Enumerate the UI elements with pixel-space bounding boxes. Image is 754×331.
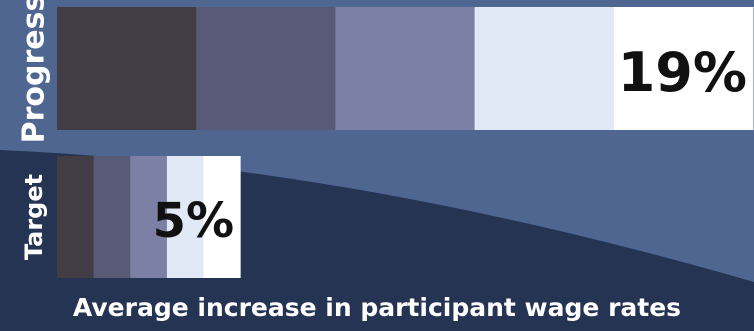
bar-segment (203, 156, 241, 278)
x-axis-label: Average increase in participant wage rat… (72, 293, 682, 322)
bar-segment (613, 7, 754, 130)
bar-segment (474, 7, 615, 130)
bar-progress (57, 7, 754, 130)
bar-segment (93, 156, 131, 278)
bar-segment (166, 156, 205, 278)
bars-layer (57, 7, 754, 278)
bar-segment (335, 7, 476, 130)
bar-segment (57, 156, 95, 278)
bar-segment (196, 7, 336, 130)
bar-segment (57, 7, 197, 130)
labels-layer: Progress 19% Target 5% (17, 0, 748, 260)
category-label-target: Target (20, 174, 48, 260)
value-label-progress: 19% (618, 41, 747, 104)
bar-target (57, 156, 241, 278)
category-label-progress: Progress (17, 0, 52, 143)
value-label-target: 5% (153, 193, 235, 249)
bar-segment (130, 156, 168, 278)
